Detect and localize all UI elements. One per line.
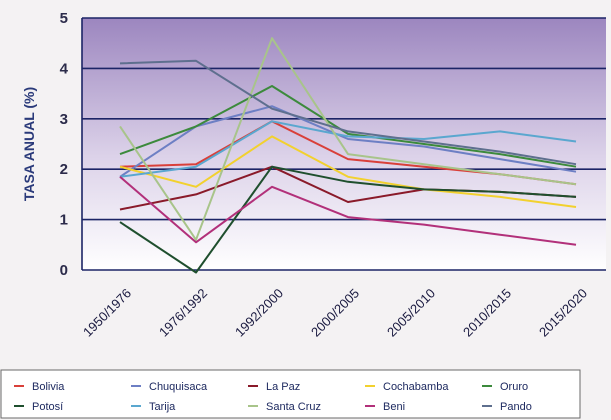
x-tick-label: 2015/2020 (536, 286, 590, 340)
y-tick-label: 3 (60, 111, 68, 128)
series-line-tarija (119, 120, 577, 178)
legend-label: Oruro (500, 381, 528, 393)
legend-box (0, 369, 581, 419)
series-lines (119, 37, 577, 274)
series-line-beni (119, 176, 577, 246)
x-tick-label: 2000/2005 (308, 286, 362, 340)
legend-label: Bolivia (32, 381, 65, 393)
x-tick-label: 1992/2000 (232, 286, 286, 340)
legend-label: La Paz (266, 381, 300, 393)
x-tick-label: 1976/1992 (156, 286, 210, 340)
series-line-pando (119, 59, 577, 166)
x-tick-label: 2005/2010 (384, 286, 438, 340)
x-tick-label: 2010/2015 (460, 286, 514, 340)
series-line-santa-cruz (119, 37, 577, 241)
plot-background (82, 18, 606, 270)
y-axis-title: TASA ANUAL (%) (21, 87, 37, 201)
legend-label: Pando (500, 401, 532, 413)
x-tick-label: 1950/1976 (80, 286, 134, 340)
legend-label: Potosí (32, 401, 63, 413)
legend: Bolivia Chuquisaca La Paz Cochabamba Oruro Po… (14, 381, 532, 413)
legend-label: Beni (383, 401, 405, 413)
x-axis-ticks: 1950/1976 1976/1992 1992/2000 2000/2005 2005… (80, 286, 590, 340)
series-line-oruro (119, 85, 577, 168)
y-tick-label: 5 (60, 10, 68, 27)
series-line-cochabamba (119, 135, 577, 208)
legend-label: Tarija (149, 401, 176, 413)
y-tick-label: 1 (60, 212, 68, 229)
y-axis-ticks: 0 1 2 3 4 5 (60, 10, 69, 279)
y-tick-label: 4 (60, 60, 69, 77)
legend-label: Santa Cruz (266, 401, 321, 413)
series-line-potos- (119, 165, 577, 274)
y-tick-label: 2 (60, 161, 68, 178)
legend-label: Chuquisaca (149, 381, 208, 393)
y-tick-label: 0 (60, 262, 68, 279)
legend-label: Cochabamba (383, 381, 449, 393)
